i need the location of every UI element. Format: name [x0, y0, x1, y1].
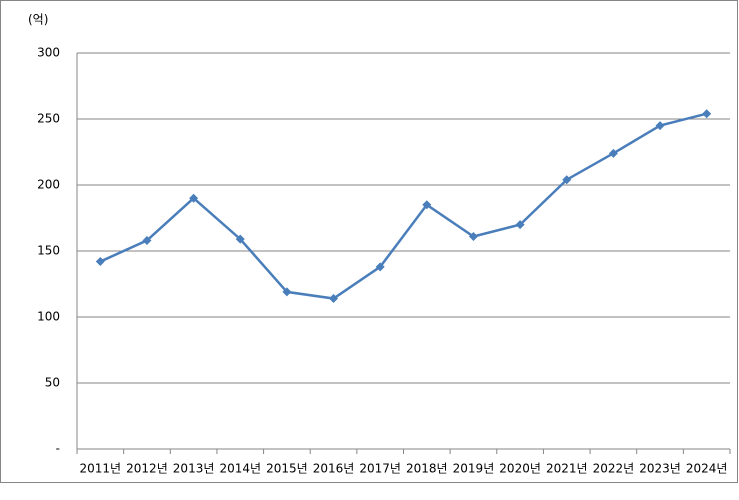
x-tick-label: 2023년: [639, 462, 681, 476]
y-tick-label: 250: [37, 112, 60, 126]
data-point: [515, 220, 525, 230]
data-point: [562, 175, 572, 185]
data-point: [329, 294, 339, 304]
x-tick-label: 2015년: [266, 462, 308, 476]
data-point: [235, 234, 245, 244]
x-tick-label: 2011년: [80, 462, 122, 476]
data-point: [95, 257, 105, 267]
y-tick-label: 200: [37, 178, 60, 192]
y-axis-unit: (억): [28, 13, 48, 27]
y-tick-label: -: [56, 442, 60, 456]
x-tick-label: 2018년: [406, 462, 448, 476]
data-point: [189, 193, 199, 203]
data-point: [282, 287, 292, 297]
x-tick-label: 2017년: [359, 462, 401, 476]
y-tick-label: 50: [45, 376, 60, 390]
data-point: [608, 148, 618, 158]
y-tick-label: 300: [37, 46, 60, 60]
x-tick-label: 2022년: [593, 462, 635, 476]
data-point: [468, 231, 478, 241]
data-point: [142, 235, 152, 245]
line-series: [99, 112, 707, 300]
x-tick-label: 2012년: [126, 462, 168, 476]
y-tick-label: 150: [37, 244, 60, 258]
data-point: [422, 200, 432, 210]
x-tick-label: 2024년: [686, 462, 728, 476]
chart-frame: [0, 0, 738, 483]
data-point: [702, 109, 712, 119]
x-tick-label: 2021년: [546, 462, 588, 476]
x-tick-label: 2013년: [173, 462, 215, 476]
x-tick-label: 2016년: [313, 462, 355, 476]
x-tick-label: 2019년: [453, 462, 495, 476]
data-point: [655, 121, 665, 131]
data-point: [375, 262, 385, 272]
x-tick-label: 2020년: [499, 462, 541, 476]
x-tick-label: 2014년: [219, 462, 261, 476]
y-tick-label: 100: [37, 310, 60, 324]
